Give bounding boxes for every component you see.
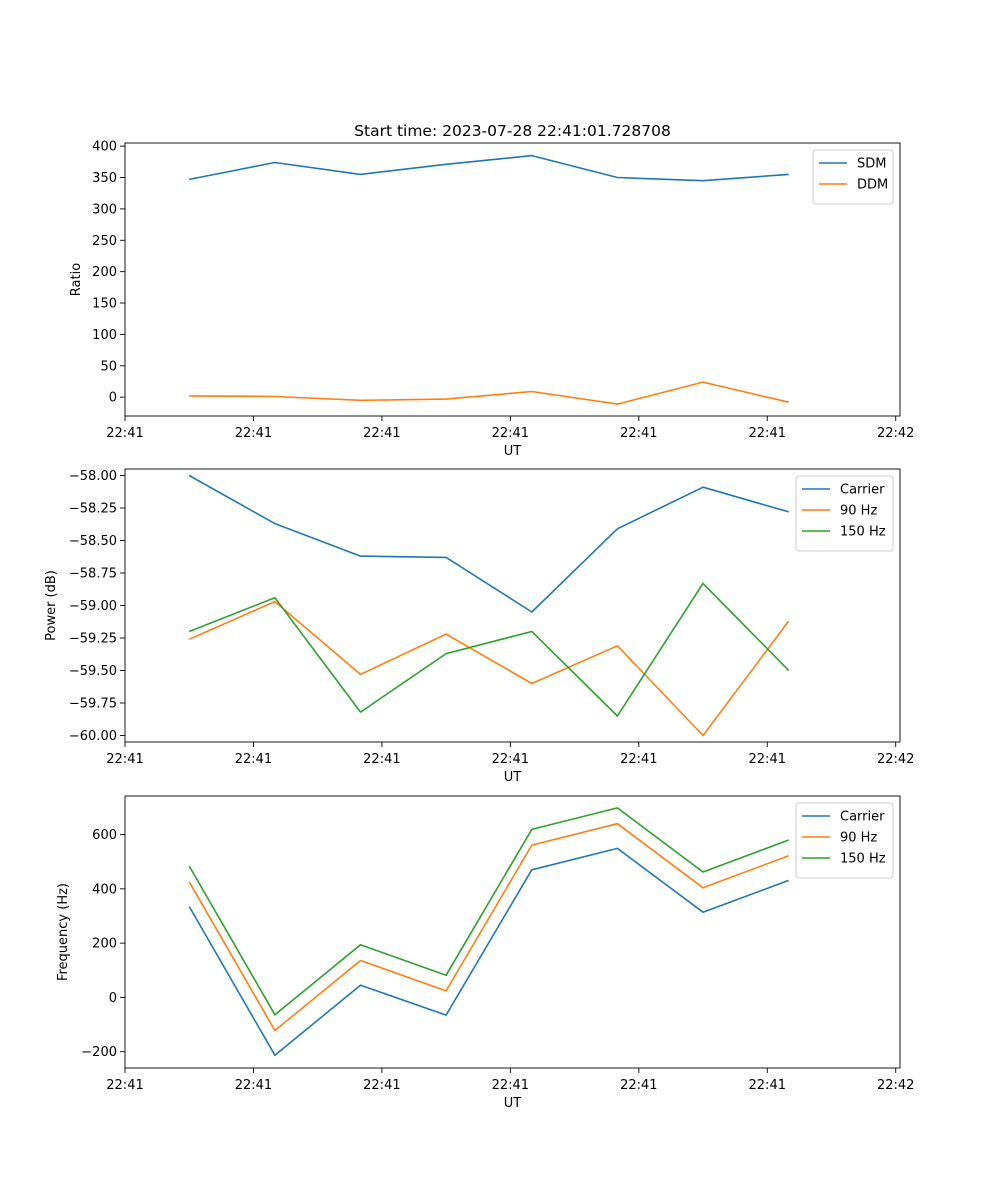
chart-title: Start time: 2023-07-28 22:41:01.728708 [354, 122, 671, 140]
y-tick-label: 200 [92, 937, 117, 952]
legend-box [795, 802, 894, 879]
y-tick-label: −58.25 [69, 502, 117, 517]
axes-frame [124, 142, 901, 417]
x-tick-label: 22:41 [492, 426, 529, 441]
x-axis-label: UT [504, 770, 522, 785]
legend-label: 150 Hz [840, 525, 886, 540]
y-tick-label: −59.75 [69, 697, 117, 712]
x-tick-label: 22:41 [620, 1078, 657, 1093]
x-tick-label: 22:41 [492, 752, 529, 767]
y-axis-label: Power (dB) [44, 570, 59, 641]
y-tick-label: 400 [92, 882, 117, 897]
y-axis-label: Frequency (Hz) [56, 883, 71, 981]
x-tick-label: 22:41 [749, 426, 786, 441]
x-tick-label: 22:41 [235, 426, 272, 441]
legend-label: SDM [857, 157, 886, 172]
legend-label: 90 Hz [840, 831, 877, 846]
y-tick-label: −59.50 [69, 664, 117, 679]
x-axis-label: UT [504, 1096, 522, 1111]
x-tick-label: 22:41 [620, 426, 657, 441]
legend-label: DDM [857, 178, 888, 193]
y-tick-label: −58.75 [69, 567, 117, 582]
x-tick-label: 22:41 [106, 426, 143, 441]
y-tick-label: 300 [92, 202, 117, 217]
x-tick-label: 22:41 [106, 1078, 143, 1093]
x-tick-label: 22:41 [492, 1078, 529, 1093]
y-tick-label: −59.00 [69, 599, 117, 614]
x-tick-label: 22:42 [877, 752, 914, 767]
x-tick-label: 22:41 [620, 752, 657, 767]
y-tick-label: −59.25 [69, 632, 117, 647]
legend: Carrier 90 Hz 150 Hz [795, 802, 894, 879]
legend: Carrier 90 Hz 150 Hz [795, 475, 894, 552]
series-line-carrier [188, 474, 789, 613]
y-tick-label: −60.00 [69, 729, 117, 744]
chart-panel-3: 22:41 22:41 22:41 22:41 22:41 22:41 22:42 −200 0… [56, 795, 914, 1111]
y-tick-label: 0 [109, 391, 117, 406]
chart-panel-1: 22:41 22:41 22:41 22:41 22:41 22:41 22:42 0 50 10… [69, 122, 914, 459]
x-tick-label: 22:41 [749, 1078, 786, 1093]
chart-panel-2: 22:41 22:41 22:41 22:41 22:41 22:41 22:42 −58.0… [44, 468, 914, 785]
legend-label: 90 Hz [840, 504, 877, 519]
series-line-ddm [189, 381, 789, 405]
x-tick-label: 22:42 [877, 426, 914, 441]
legend-box [795, 475, 894, 552]
series-line-150-hz [188, 582, 790, 717]
y-tick-label: −58.50 [69, 534, 117, 549]
legend-label: 150 Hz [840, 852, 886, 867]
series-line-90-hz [188, 600, 790, 737]
legend: SDM DDM [812, 149, 894, 205]
y-tick-label: 400 [92, 140, 117, 155]
y-axis-label: Ratio [69, 263, 84, 296]
series-line-90-hz [188, 822, 789, 1032]
x-axis-label: UT [504, 444, 522, 459]
series-line-sdm [189, 154, 789, 182]
y-tick-label: −58.00 [69, 469, 117, 484]
axes-frame [124, 468, 901, 743]
legend-label: Carrier [840, 810, 885, 825]
y-tick-label: 100 [92, 328, 117, 343]
series-line-150-hz [188, 807, 789, 1016]
y-tick-label: −200 [81, 1045, 117, 1060]
x-tick-label: 22:42 [877, 1078, 914, 1093]
y-tick-label: 350 [92, 171, 117, 186]
series-line-carrier [188, 847, 789, 1056]
y-tick-label: 150 [92, 297, 117, 312]
x-tick-label: 22:41 [235, 1078, 272, 1093]
x-tick-label: 22:41 [235, 752, 272, 767]
x-tick-label: 22:41 [363, 752, 400, 767]
x-tick-label: 22:41 [749, 752, 786, 767]
y-tick-label: 600 [92, 828, 117, 843]
y-tick-label: 200 [92, 265, 117, 280]
y-tick-label: 50 [100, 359, 117, 374]
axes-frame [124, 795, 901, 1069]
x-tick-label: 22:41 [363, 426, 400, 441]
x-tick-label: 22:41 [363, 1078, 400, 1093]
x-tick-label: 22:41 [106, 752, 143, 767]
y-tick-label: 250 [92, 234, 117, 249]
legend-label: Carrier [840, 483, 885, 498]
y-tick-label: 0 [109, 991, 117, 1006]
